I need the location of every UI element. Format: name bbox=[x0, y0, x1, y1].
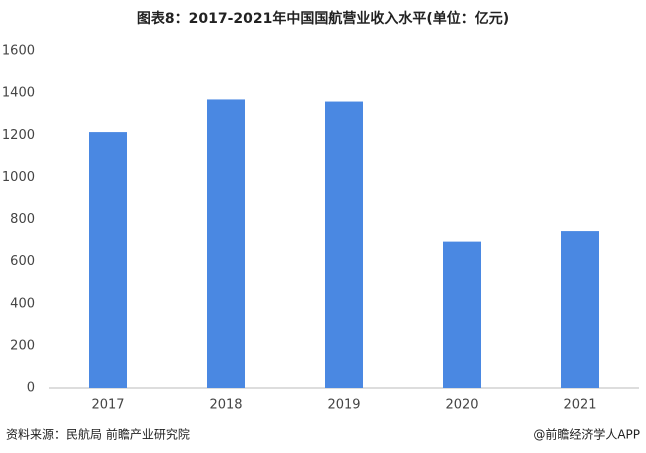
bar bbox=[443, 241, 481, 388]
bar bbox=[561, 231, 599, 388]
y-tick-label: 1600 bbox=[2, 44, 35, 59]
bar bbox=[325, 101, 363, 389]
bar bbox=[207, 99, 245, 388]
y-tick-label: 800 bbox=[10, 212, 35, 227]
y-tick-label: 0 bbox=[27, 381, 35, 396]
y-tick-label: 1400 bbox=[2, 86, 35, 101]
source-note: 资料来源：民航局 前瞻产业研究院 bbox=[6, 427, 190, 442]
y-tick-label: 1000 bbox=[2, 170, 35, 185]
chart-title: 图表8：2017-2021年中国国航营业收入水平(单位：亿元) bbox=[137, 10, 509, 27]
credit: @前瞻经济学人APP bbox=[533, 427, 640, 442]
y-tick-label: 200 bbox=[10, 338, 35, 353]
x-tick-label: 2019 bbox=[327, 398, 360, 413]
y-tick-label: 400 bbox=[10, 296, 35, 311]
bar bbox=[89, 132, 127, 388]
y-tick-label: 1200 bbox=[2, 128, 35, 143]
x-tick-label: 2020 bbox=[445, 398, 478, 413]
x-tick-label: 2017 bbox=[91, 398, 124, 413]
x-tick-label: 2018 bbox=[209, 398, 242, 413]
y-tick-label: 600 bbox=[10, 254, 35, 269]
x-tick-label: 2021 bbox=[563, 398, 596, 413]
